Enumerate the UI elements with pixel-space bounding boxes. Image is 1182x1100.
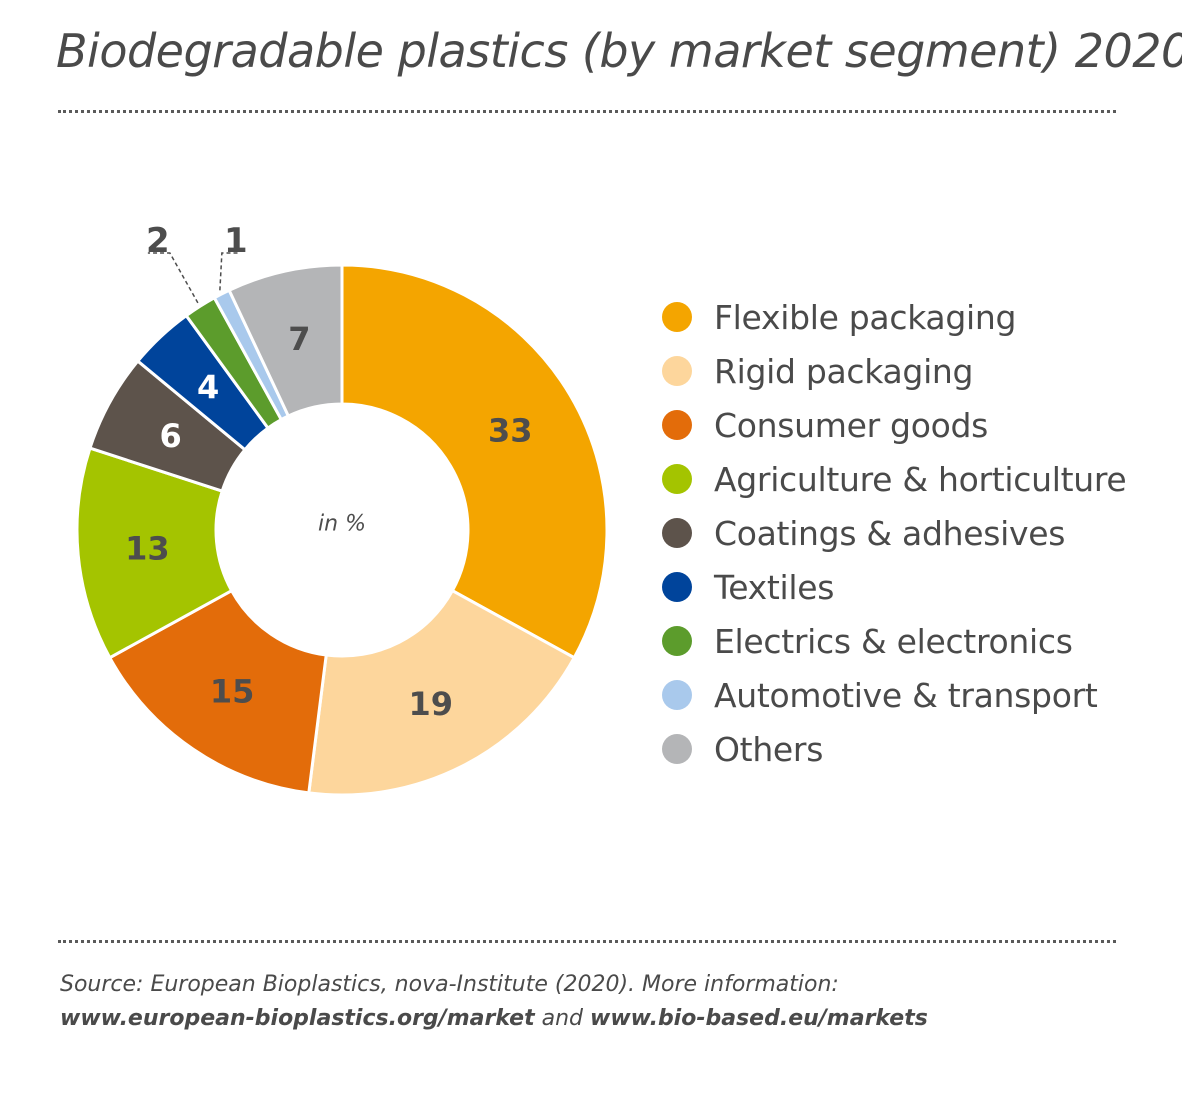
legend-item-others: Others bbox=[662, 722, 1126, 776]
data-label-flexible-packaging: 33 bbox=[488, 411, 533, 449]
legend-label: Rigid packaging bbox=[714, 351, 974, 391]
legend-label: Agriculture & horticulture bbox=[714, 459, 1127, 499]
data-label-automotive-transport: 1 bbox=[224, 221, 248, 261]
source-link-european-bioplastics[interactable]: www.european-bioplastics.org/market bbox=[60, 1006, 535, 1031]
data-label-electrics-electronics: 2 bbox=[146, 221, 170, 261]
legend-item-electrics-electronics: Electrics & electronics bbox=[662, 614, 1126, 668]
donut-chart: 33 19 15 13 64 2 1 7 in % bbox=[75, 221, 609, 797]
legend-item-rigid-packaging: Rigid packaging bbox=[662, 344, 1126, 398]
legend-item-flexible-packaging: Flexible packaging bbox=[662, 290, 1126, 344]
legend-label: Electrics & electronics bbox=[714, 621, 1073, 661]
leader-line-automotive-transport bbox=[219, 252, 240, 291]
legend-label: Automotive & transport bbox=[714, 675, 1098, 715]
slice-rigid-packaging bbox=[307, 588, 577, 797]
legend-swatch bbox=[662, 734, 692, 764]
source-link-bio-based[interactable]: www.bio-based.eu/markets bbox=[590, 1006, 928, 1031]
legend-swatch bbox=[662, 572, 692, 602]
slice-flexible-packaging bbox=[340, 263, 609, 660]
data-label-consumer-goods: 15 bbox=[210, 673, 255, 711]
legend-item-textiles: Textiles bbox=[662, 560, 1126, 614]
legend-item-agriculture-horticulture: Agriculture & horticulture bbox=[662, 452, 1127, 506]
source-links-line: www.european-bioplastics.org/market and … bbox=[60, 1002, 928, 1036]
legend-swatch bbox=[662, 410, 692, 440]
legend-swatch bbox=[662, 302, 692, 332]
legend-label: Flexible packaging bbox=[714, 297, 1017, 337]
legend-swatch bbox=[662, 356, 692, 386]
slice-others bbox=[227, 263, 344, 418]
legend-label: Coatings & adhesives bbox=[714, 513, 1066, 553]
legend-label: Others bbox=[714, 729, 824, 769]
leader-line-electrics-electronics bbox=[147, 252, 199, 304]
center-label: in % bbox=[318, 512, 366, 537]
source-and: and bbox=[534, 1006, 591, 1031]
source-line: Source: European Bioplastics, nova-Insti… bbox=[60, 972, 839, 997]
data-label-agriculture-horticulture: 13 bbox=[125, 529, 170, 567]
legend: Flexible packaging Rigid packaging Consume… bbox=[662, 290, 1127, 776]
legend-item-automotive-transport: Automotive & transport bbox=[662, 668, 1126, 722]
legend-item-coatings-adhesives: Coatings & adhesives bbox=[662, 506, 1126, 560]
legend-swatch bbox=[662, 518, 692, 548]
source-note: Source: European Bioplastics, nova-Insti… bbox=[60, 968, 928, 1036]
legend-swatch bbox=[662, 680, 692, 710]
bottom-divider bbox=[58, 940, 1116, 943]
data-label-others: 7 bbox=[288, 320, 310, 358]
data-label-rigid-packaging: 19 bbox=[408, 685, 453, 723]
slice-consumer-goods bbox=[107, 588, 328, 795]
legend-item-consumer-goods: Consumer goods bbox=[662, 398, 1126, 452]
legend-label: Consumer goods bbox=[714, 405, 989, 445]
data-label-coatings-adhesives: 6 bbox=[160, 417, 182, 455]
top-divider bbox=[58, 110, 1116, 113]
chart-title: Biodegradable plastics (by market segmen… bbox=[56, 24, 1182, 78]
legend-swatch bbox=[662, 464, 692, 494]
data-label-textiles: 4 bbox=[197, 368, 219, 406]
legend-label: Textiles bbox=[714, 567, 835, 607]
legend-swatch bbox=[662, 626, 692, 656]
